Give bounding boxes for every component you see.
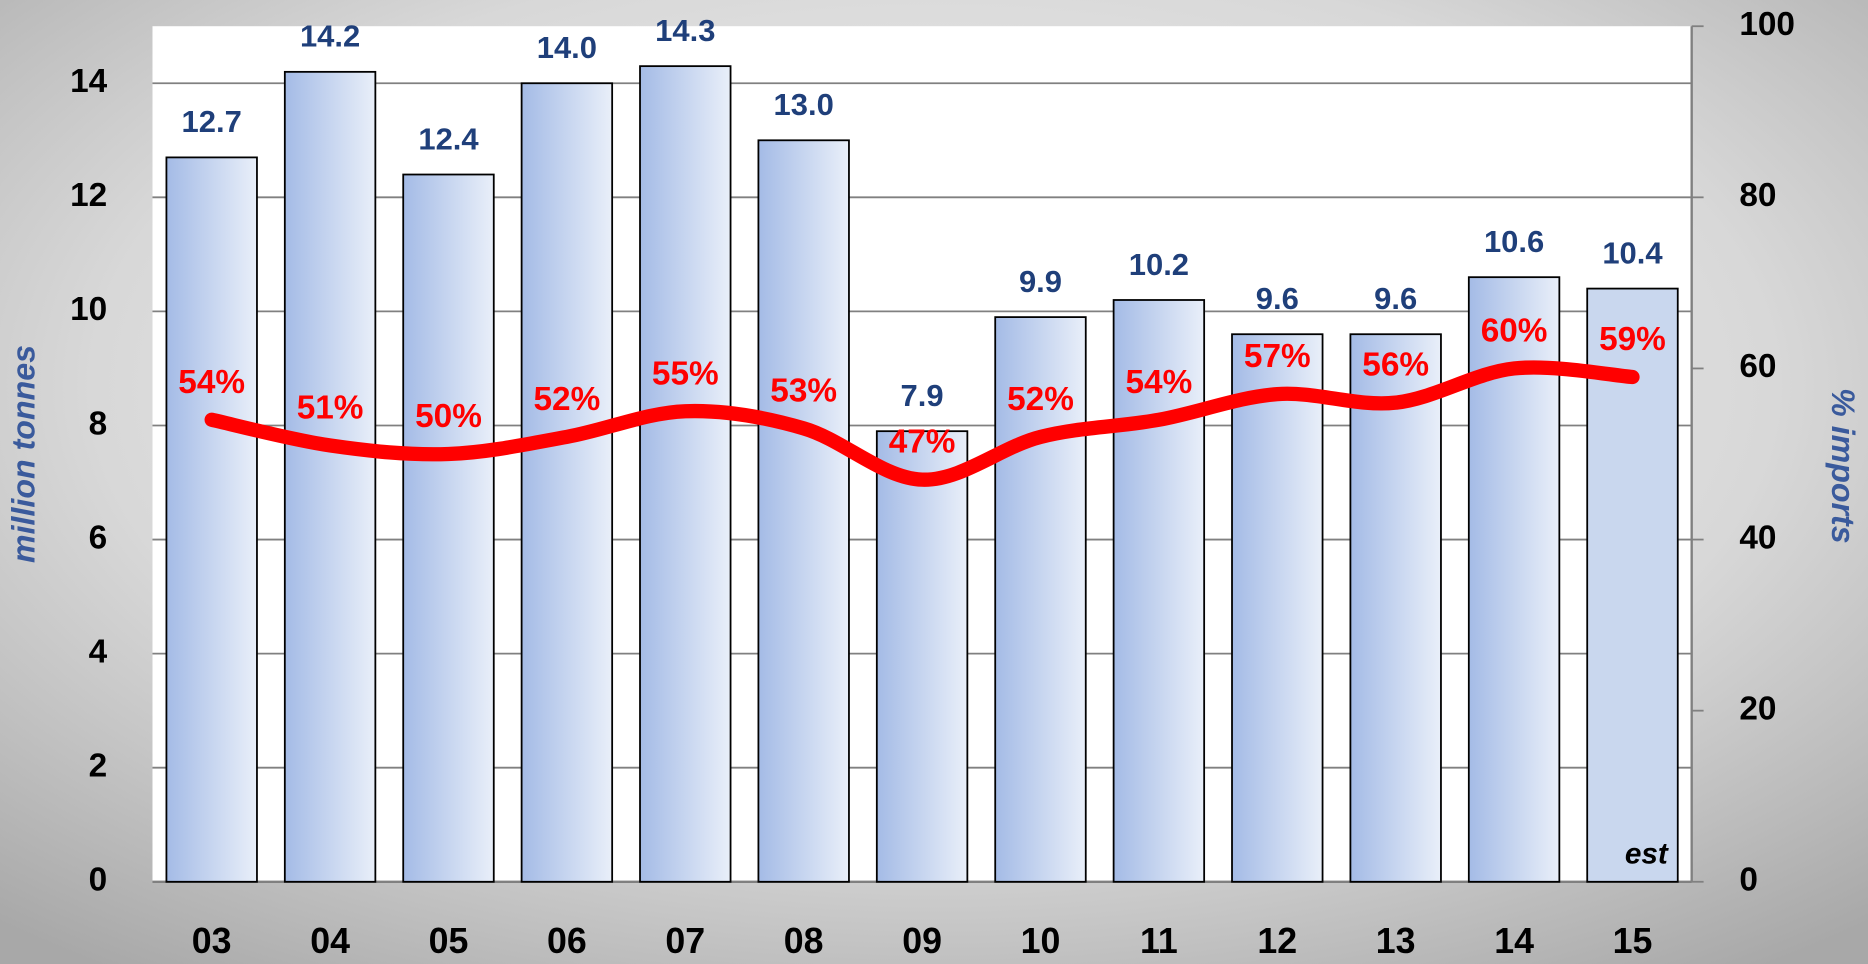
bar-value-label: 14.3: [655, 13, 715, 48]
bar: [875, 430, 969, 883]
bar: [1112, 299, 1206, 883]
bar: [757, 139, 850, 883]
x-tick-label: 10: [1021, 921, 1061, 961]
bar-value-label: 9.9: [1019, 264, 1062, 299]
line-value-label: 50%: [415, 398, 482, 435]
x-tick-label: 06: [547, 921, 587, 961]
y2-tick-label: 60: [1739, 348, 1776, 385]
line-value-label: 52%: [1007, 381, 1074, 418]
annotation: est: [1625, 837, 1669, 870]
bar-value-label: 13.0: [774, 87, 834, 122]
line-value-label: 54%: [178, 364, 245, 401]
bar: [520, 82, 614, 883]
x-tick-label: 08: [784, 921, 824, 961]
bar-value-label: 14.2: [300, 19, 360, 54]
bar: [283, 70, 377, 883]
bar: [994, 316, 1087, 883]
bar: [1349, 333, 1442, 883]
bar-value-label: 10.6: [1484, 224, 1544, 259]
bar-value-label: 14.0: [537, 30, 597, 65]
y2-tick-label: 0: [1739, 862, 1758, 899]
y-tick-label: 10: [70, 291, 107, 328]
y-tick-label: 2: [89, 748, 108, 785]
y-tick-label: 4: [89, 633, 108, 670]
y2-tick-label: 80: [1739, 177, 1776, 214]
x-tick-label: 07: [665, 921, 705, 961]
x-tick-label: 11: [1140, 921, 1178, 961]
line: [204, 360, 1640, 487]
bar: [639, 65, 732, 883]
line-value-label: 60%: [1481, 313, 1548, 350]
bar: [165, 156, 258, 883]
x-tick-label: 05: [429, 921, 469, 961]
line-value-label: 56%: [1362, 347, 1429, 384]
bar: [1231, 333, 1324, 883]
y-tick-label: 8: [89, 405, 108, 442]
x-tick-label: 09: [902, 921, 942, 961]
bar-value-label: 10.4: [1602, 235, 1663, 270]
bar-value-label: 12.7: [182, 104, 242, 139]
y-axis-label: million tonnes: [6, 345, 42, 563]
x-tick-label: 12: [1257, 921, 1297, 961]
bar-value-label: 9.6: [1256, 281, 1299, 316]
line-value-label: 53%: [770, 372, 837, 409]
y-tick-label: 14: [70, 63, 108, 100]
x-tick-label: 04: [310, 921, 350, 961]
line-value-label: 57%: [1244, 338, 1311, 375]
line-value-label: 59%: [1599, 321, 1666, 358]
y2-tick-label: 20: [1739, 690, 1776, 727]
y2-tick-label: 40: [1739, 519, 1776, 556]
y-tick-label: 6: [89, 519, 108, 556]
x-tick-label: 15: [1613, 921, 1653, 961]
bar-value-label: 10.2: [1129, 247, 1189, 282]
y2-tick-label: 100: [1739, 6, 1795, 43]
bar-value-label: 7.9: [901, 378, 944, 413]
x-tick-label: 14: [1494, 921, 1534, 961]
x-tick-label: 03: [192, 921, 232, 961]
bar: [402, 173, 495, 883]
line-value-label: 52%: [534, 381, 601, 418]
bar: [1586, 287, 1679, 883]
line-value-label: 51%: [297, 390, 364, 427]
bar-value-label: 12.4: [418, 121, 479, 156]
line-value-label: 55%: [652, 355, 719, 392]
line-value-label: 47%: [889, 424, 956, 461]
y-tick-label: 12: [70, 177, 107, 214]
y2-axis-label: % imports: [1825, 388, 1861, 543]
y-tick-label: 0: [89, 862, 108, 899]
bar-value-label: 9.6: [1374, 281, 1417, 316]
line-value-label: 54%: [1125, 364, 1192, 401]
x-tick-label: 13: [1376, 921, 1416, 961]
